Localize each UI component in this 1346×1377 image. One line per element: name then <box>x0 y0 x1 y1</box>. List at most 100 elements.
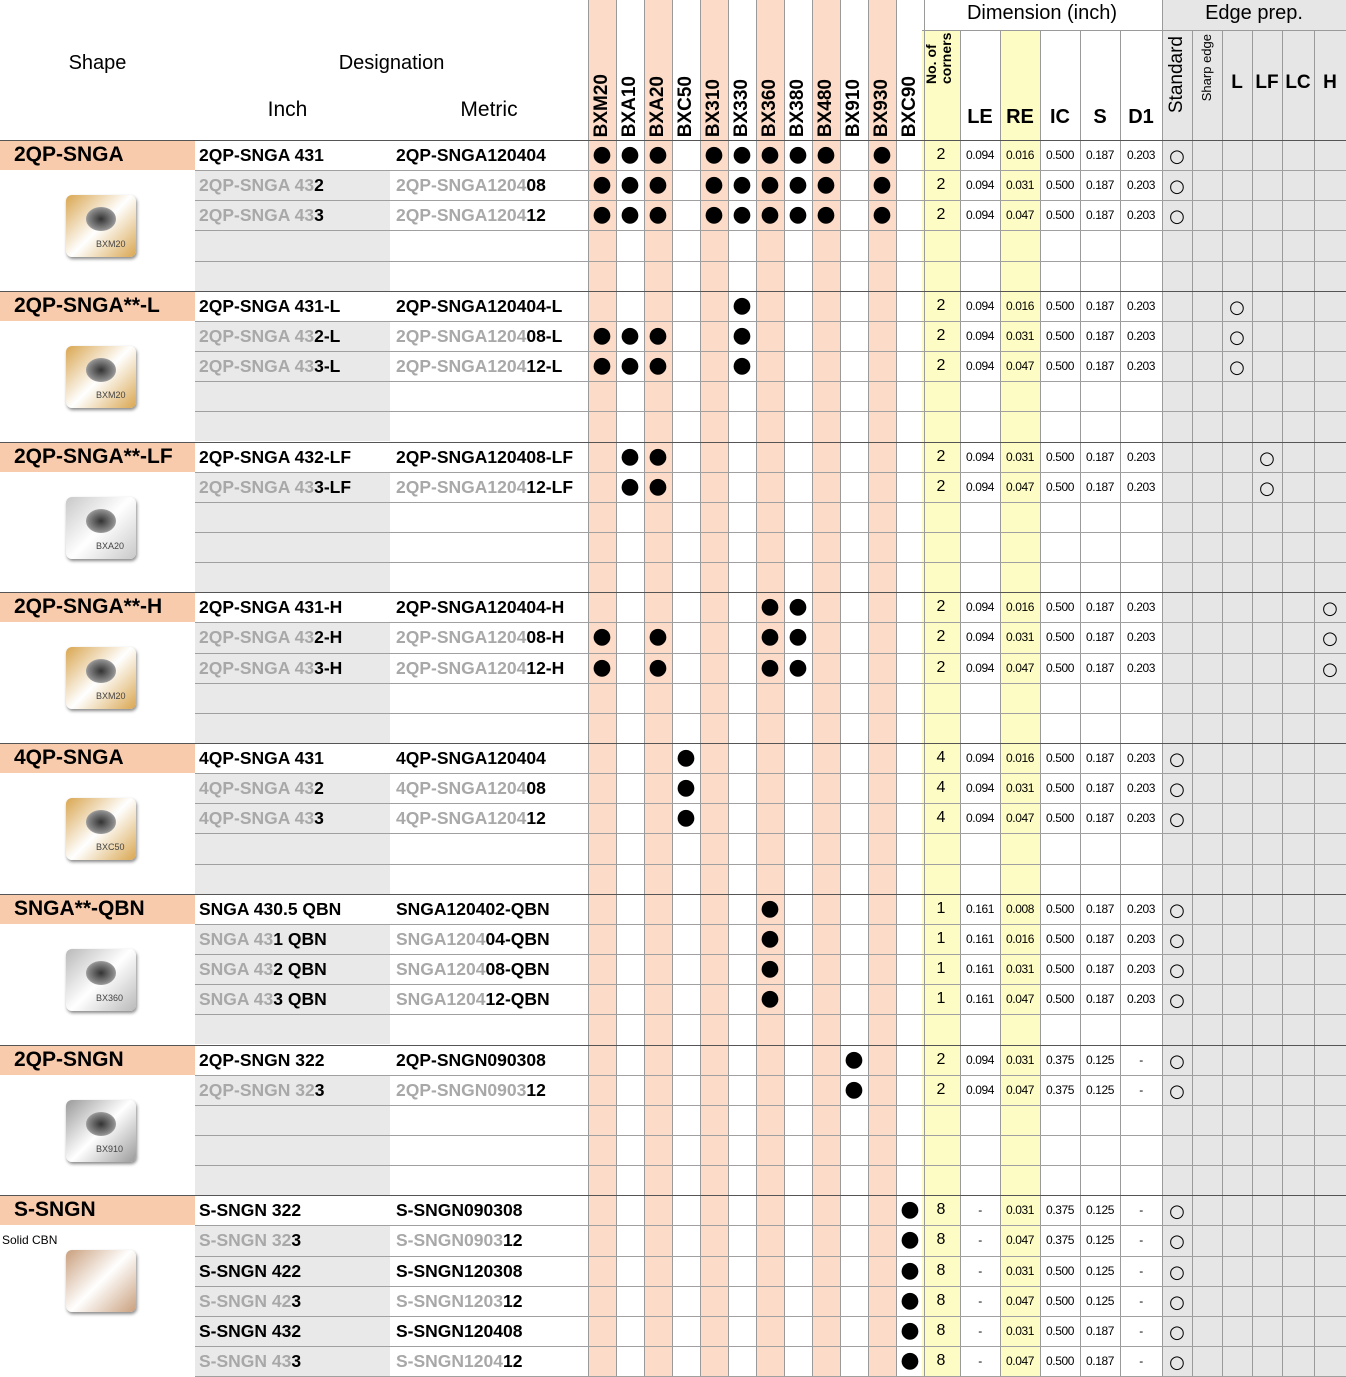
inch-text: 3 <box>314 808 324 829</box>
edge-mark: ○ <box>1169 809 1185 831</box>
row-line <box>195 230 1346 232</box>
row-line <box>195 1346 1346 1347</box>
inch-cell: SNGA 431 QBN <box>199 924 391 954</box>
dimension-value: 0.047 <box>1005 1082 1035 1097</box>
insert-label: BX360 <box>96 992 124 1003</box>
grade-header: BXC90 <box>896 0 924 140</box>
availability-dot: ● <box>788 624 808 650</box>
edge-mark: ○ <box>1169 929 1185 951</box>
dimension-value: - <box>1139 1052 1143 1067</box>
corners-value: 1 <box>936 929 946 947</box>
dimension-value: 0.047 <box>1005 660 1035 675</box>
edge-mark: ○ <box>1169 899 1185 921</box>
edge-mark: ○ <box>1322 598 1338 620</box>
column-line <box>588 0 589 1377</box>
edge-mark: ○ <box>1169 990 1185 1012</box>
row-line <box>195 622 1346 624</box>
dimension-value: - <box>978 1203 982 1218</box>
dimension-value: 0.203 <box>1126 208 1156 223</box>
corners-value: 8 <box>936 1261 946 1279</box>
row-line <box>195 531 1346 533</box>
group-name: 2QP-SNGA <box>14 143 124 166</box>
metric-text: 4QP-SNGA1204 <box>396 778 527 799</box>
dimension-value: 0.500 <box>1045 962 1075 977</box>
dimension-value: 0.187 <box>1085 328 1115 343</box>
dimension-value: 0.187 <box>1085 1354 1115 1368</box>
row-line <box>195 863 1346 865</box>
dimension-value: 0.203 <box>1126 600 1156 615</box>
insert-label: BXM20 <box>96 239 126 249</box>
edge-mark: ○ <box>1169 1261 1185 1283</box>
metric-text: SNGA120402-QBN <box>396 898 550 919</box>
grade-name: BX930 <box>871 78 892 137</box>
column-line <box>1252 30 1253 1377</box>
edge-label: Sharp edge <box>1199 34 1214 102</box>
column-line <box>840 0 841 1377</box>
availability-dot: ● <box>760 202 780 228</box>
dimension-value: 0.161 <box>965 962 995 977</box>
dimension-column: D1 <box>1128 106 1154 128</box>
row-line <box>195 351 1346 353</box>
availability-dot: ● <box>732 172 752 198</box>
inch-text: 4QP-SNGA 431 <box>199 748 324 768</box>
dimension-value: 0.094 <box>965 660 995 675</box>
availability-dot: ● <box>900 1317 920 1343</box>
metric-text: 08 <box>526 175 546 196</box>
dimension-value: 0.187 <box>1085 449 1115 464</box>
insert-hole <box>86 207 116 231</box>
column-line <box>896 0 897 1377</box>
inch-text: 2QP-SNGN 32 <box>199 1079 315 1100</box>
metric-cell: 2QP-SNGA120404-H <box>396 592 588 622</box>
dimension-value: 0.500 <box>1045 328 1075 343</box>
metric-text: 04-QBN <box>485 928 550 949</box>
dimension-value: 0.500 <box>1045 148 1075 162</box>
metric-text: 12-QBN <box>485 989 550 1010</box>
metric-cell: S-SNGN120408 <box>396 1316 588 1346</box>
metric-text: 12 <box>503 1290 523 1311</box>
dimension-value: 0.500 <box>1045 359 1075 374</box>
group-name-bg <box>0 441 195 472</box>
inch-cell: S-SNGN 432 <box>199 1316 391 1346</box>
availability-dot: ● <box>760 624 780 650</box>
grade-name: BXC50 <box>675 75 696 137</box>
row-line <box>195 200 1346 202</box>
metric-text: 12 <box>503 1230 523 1251</box>
grade-header: BX360 <box>756 0 784 140</box>
edge-column: H <box>1323 72 1337 93</box>
metric-text: 2QP-SNGA120408-LF <box>396 446 574 467</box>
corners-value: 2 <box>936 326 946 344</box>
metric-text: 08-QBN <box>485 959 550 980</box>
metric-cell: 4QP-SNGA120408 <box>396 773 588 803</box>
inch-text: 3-LF <box>314 476 352 497</box>
row-line <box>195 381 1346 383</box>
edge-mark: ○ <box>1169 1080 1185 1102</box>
dimension-value: 0.500 <box>1045 479 1075 494</box>
insert-hole <box>86 508 116 533</box>
availability-dot: ● <box>704 142 724 167</box>
group-name-bg <box>0 140 195 171</box>
column-line <box>700 0 701 1377</box>
row-line <box>195 1255 1346 1257</box>
insert-image: BXC50 <box>66 798 136 860</box>
corners-value: 2 <box>936 357 946 375</box>
metric-cell: 2QP-SNGA120412 <box>396 200 588 230</box>
dimension-column: S <box>1093 106 1107 128</box>
dimension-value: 0.203 <box>1126 811 1156 826</box>
group-line <box>0 441 1346 443</box>
metric-text: S-SNGN1204 <box>396 1351 503 1371</box>
dimension-value: 0.187 <box>1085 962 1115 977</box>
inch-cell: 2QP-SNGA 433 <box>199 200 391 230</box>
availability-dot: ● <box>704 202 724 228</box>
availability-dot: ● <box>900 1197 920 1223</box>
column-line <box>924 0 925 1377</box>
inch-text: 1 QBN <box>273 928 327 949</box>
column-line <box>1000 30 1001 1377</box>
inch-text: 3 <box>291 1230 302 1251</box>
dimension-value: - <box>978 1293 982 1308</box>
availability-dot: ● <box>760 654 780 680</box>
corners-value: 1 <box>936 990 946 1008</box>
corners-value: 4 <box>936 749 946 766</box>
dimension-value: 0.375 <box>1045 1052 1075 1067</box>
row-line <box>195 984 1346 986</box>
